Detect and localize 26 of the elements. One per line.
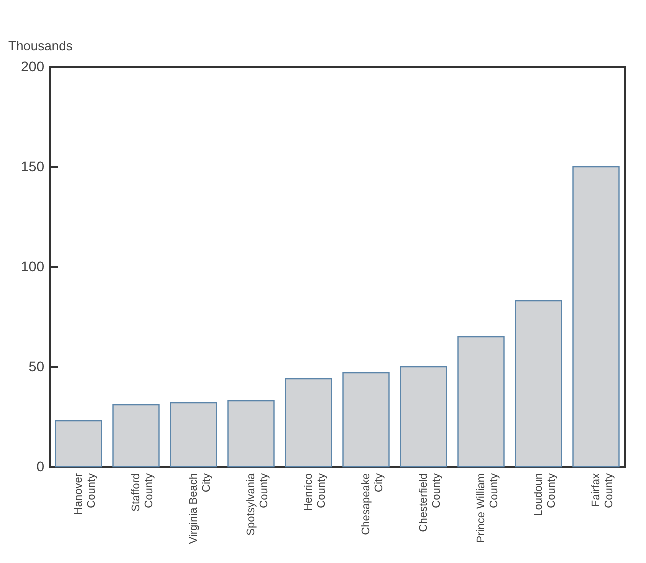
y-tick-label: 0 <box>36 458 45 474</box>
x-tick-label: Henrico County <box>302 473 328 512</box>
x-tick-label: Stafford County <box>130 473 156 512</box>
bar <box>342 372 390 468</box>
y-tick-label: 150 <box>21 158 45 174</box>
x-tick-label: Chesterfield County <box>418 473 443 532</box>
x-tick-label: Virginia Beach City <box>188 473 213 544</box>
bar <box>458 336 505 468</box>
y-axis-title: Thousands <box>8 38 74 54</box>
x-tick-label: Fairfax County <box>590 473 616 508</box>
bar <box>572 166 620 468</box>
bar <box>228 400 275 468</box>
bar <box>400 366 448 468</box>
x-tick-label: Hanover County <box>72 473 98 516</box>
y-tick-label: 200 <box>21 58 45 74</box>
x-tick-label: Loudoun County <box>532 473 558 516</box>
x-tick-label: Chesapeake City <box>360 473 386 536</box>
bar <box>55 420 102 468</box>
bar <box>285 378 332 468</box>
x-tick-label: Spotsylvania County <box>245 472 270 536</box>
bar <box>515 300 562 468</box>
x-tick-label: Prince William County <box>475 473 500 544</box>
bar <box>170 402 218 468</box>
bar <box>112 404 160 468</box>
y-tick-label: 50 <box>28 358 45 374</box>
y-tick-label: 100 <box>21 258 45 274</box>
